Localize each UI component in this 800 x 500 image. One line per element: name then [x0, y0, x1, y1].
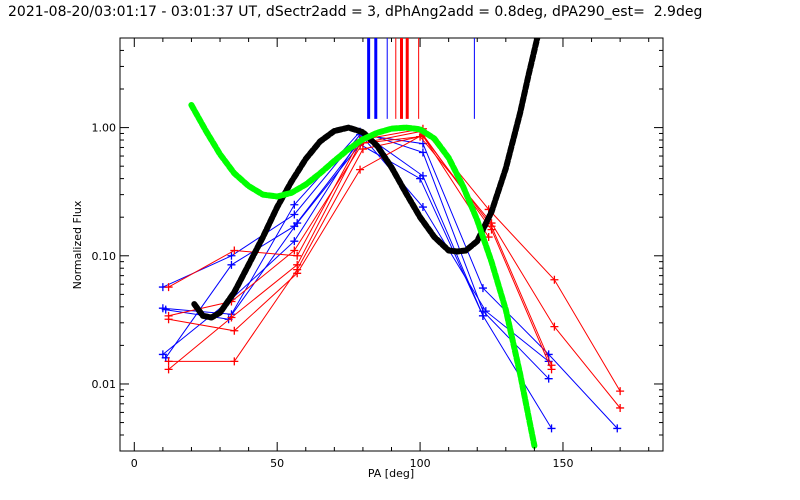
data-point-marker — [227, 260, 236, 269]
fit-curves-group — [188, 38, 541, 449]
series-line — [165, 136, 550, 362]
series-line — [162, 134, 618, 429]
data-point-marker — [481, 307, 490, 316]
data-point-marker — [161, 305, 170, 314]
data-point-marker — [290, 246, 299, 255]
x-tick-label: 100 — [410, 457, 431, 470]
data-point-marker — [544, 350, 553, 359]
plot-frame — [119, 37, 664, 452]
data-point-marker — [227, 313, 236, 322]
data-point-marker — [478, 284, 487, 293]
y-tick-label: 0.01 — [92, 378, 117, 391]
data-point-marker — [164, 283, 173, 292]
data-point-marker — [164, 365, 173, 374]
data-point-marker — [544, 374, 553, 383]
y-axis-label: Normalized Flux — [71, 200, 84, 289]
x-axis-label: PA [deg] — [368, 467, 414, 480]
data-point-marker — [418, 203, 427, 212]
chart-title: 2021-08-20/03:01:17 - 03:01:37 UT, dSect… — [8, 4, 703, 20]
data-point-marker — [478, 311, 487, 320]
fit-curve — [188, 102, 538, 449]
x-tick-label: 50 — [270, 457, 284, 470]
y-tick-label: 0.10 — [92, 250, 117, 263]
data-point-marker — [164, 311, 173, 320]
series-line — [165, 143, 484, 320]
x-tick-label: 0 — [131, 457, 138, 470]
data-point-marker — [290, 210, 299, 219]
series-line — [168, 131, 490, 317]
data-point-marker — [418, 148, 427, 157]
series-line — [168, 128, 621, 392]
data-point-marker — [616, 403, 625, 412]
reference-lines — [367, 38, 475, 119]
data-point-marker — [293, 219, 302, 228]
data-point-marker — [293, 265, 302, 274]
data-point-marker — [613, 424, 622, 433]
data-point-marker — [416, 174, 425, 183]
data-point-marker — [547, 424, 556, 433]
data-point-marker — [290, 200, 299, 209]
data-point-marker — [547, 361, 556, 370]
data-point-marker — [230, 326, 239, 335]
series-line — [168, 136, 621, 409]
data-point-marker — [550, 275, 559, 284]
x-tick-label: 150 — [552, 457, 573, 470]
axes-group: 0 50 100 150 0.01 0.10 1.00 — [92, 37, 663, 470]
data-point-marker — [230, 357, 239, 366]
data-point-marker — [230, 246, 239, 255]
data-point-marker — [487, 222, 496, 231]
data-point-marker — [616, 387, 625, 396]
series-line — [162, 132, 552, 429]
data-point-marker — [290, 237, 299, 246]
data-point-marker — [227, 251, 236, 260]
y-tick-label: 1.00 — [92, 122, 117, 135]
data-point-marker — [293, 251, 302, 260]
data-point-marker — [356, 165, 365, 174]
data-point-marker — [164, 357, 173, 366]
fit-curve — [191, 38, 541, 321]
data-point-marker — [550, 322, 559, 331]
